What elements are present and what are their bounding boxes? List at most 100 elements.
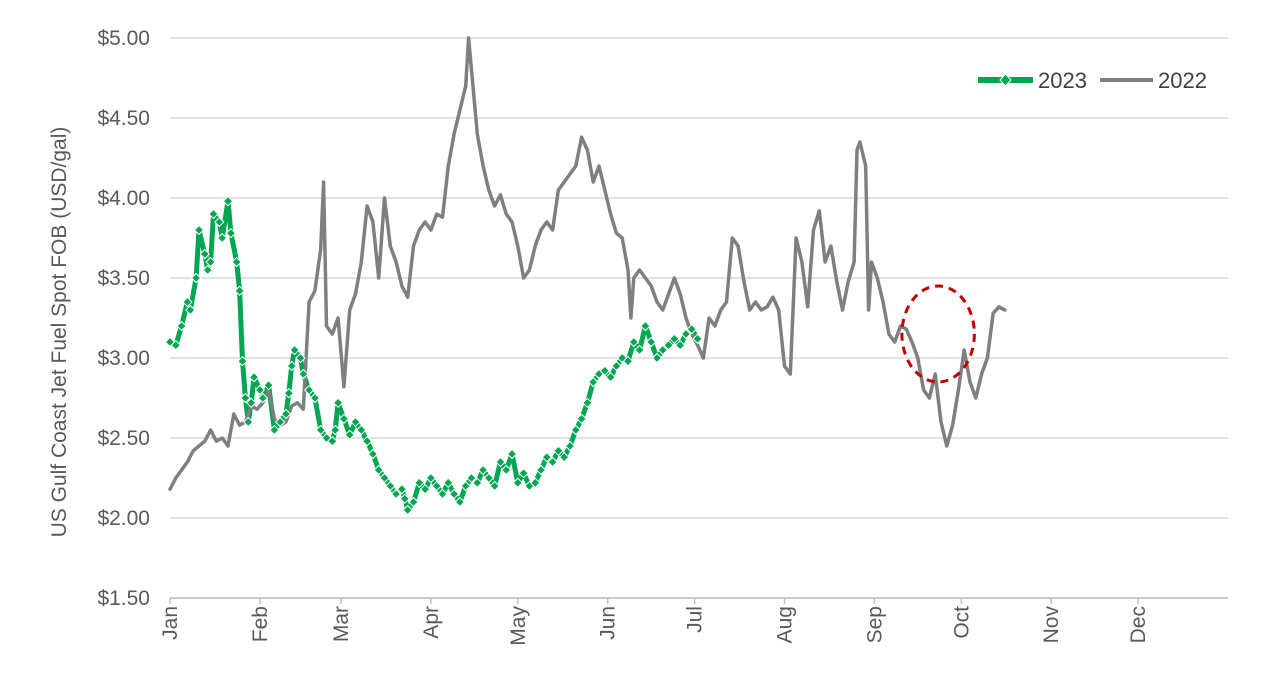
data-point-2023 bbox=[298, 368, 309, 380]
x-tick-label: Oct bbox=[950, 606, 973, 639]
series-line-2023 bbox=[167, 198, 701, 513]
data-point-2023 bbox=[419, 483, 431, 495]
data-point-2023 bbox=[396, 483, 408, 495]
data-point-2023 bbox=[530, 477, 541, 489]
data-point-2023 bbox=[170, 339, 182, 351]
data-point-2023 bbox=[214, 216, 225, 228]
data-point-2023 bbox=[483, 472, 495, 484]
data-point-2023 bbox=[225, 227, 237, 239]
data-point-2023 bbox=[680, 328, 692, 340]
legend-item-2023[interactable]: 2023 bbox=[978, 68, 1087, 93]
data-point-2023 bbox=[547, 456, 558, 468]
data-point-2023 bbox=[564, 440, 576, 452]
data-point-2023 bbox=[582, 397, 593, 409]
data-point-2023 bbox=[535, 464, 547, 476]
data-point-2023 bbox=[185, 304, 196, 316]
data-point-2023 bbox=[443, 477, 454, 489]
data-point-2023 bbox=[634, 344, 645, 356]
data-point-2023 bbox=[399, 493, 410, 505]
data-point-2023 bbox=[506, 448, 518, 460]
data-point-2023 bbox=[576, 413, 587, 425]
data-point-2023 bbox=[645, 336, 657, 348]
data-point-2023 bbox=[512, 477, 524, 489]
y-tick-label: $3.50 bbox=[97, 267, 150, 290]
data-point-2023 bbox=[587, 376, 599, 388]
data-point-2023 bbox=[663, 339, 674, 351]
data-point-2023 bbox=[257, 392, 268, 404]
data-point-2023 bbox=[199, 248, 210, 260]
data-point-2023 bbox=[193, 224, 205, 236]
highlight-circle-annotation bbox=[900, 284, 976, 384]
data-point-2023 bbox=[466, 472, 477, 484]
data-point-2023 bbox=[338, 413, 350, 425]
data-point-2023 bbox=[390, 488, 402, 500]
data-point-2023 bbox=[518, 467, 529, 479]
y-tick-label: $4.00 bbox=[97, 187, 150, 210]
data-point-2023 bbox=[495, 456, 506, 468]
data-point-2023 bbox=[332, 397, 344, 409]
data-point-2023 bbox=[414, 477, 425, 489]
series-markers bbox=[164, 195, 703, 516]
data-point-2023 bbox=[254, 384, 266, 396]
x-tick-label: Jan bbox=[159, 606, 182, 640]
legend-label-2022: 2022 bbox=[1158, 68, 1207, 93]
data-point-2023 bbox=[379, 472, 390, 484]
data-point-2023 bbox=[286, 360, 297, 372]
x-tick-label: Apr bbox=[420, 606, 443, 639]
data-point-2023 bbox=[216, 232, 228, 244]
data-point-2023 bbox=[202, 264, 213, 276]
data-point-2023 bbox=[280, 408, 292, 420]
data-point-2023 bbox=[248, 371, 260, 383]
data-point-2023 bbox=[437, 488, 448, 500]
data-point-2023 bbox=[477, 464, 489, 476]
data-point-2023 bbox=[237, 355, 248, 367]
data-point-2023 bbox=[692, 333, 703, 345]
x-tick-label: Jul bbox=[684, 606, 707, 633]
x-tick-label: Feb bbox=[249, 606, 272, 642]
legend-label-2023: 2023 bbox=[1038, 68, 1087, 93]
data-point-2023 bbox=[190, 272, 202, 284]
y-tick-label: $2.50 bbox=[97, 427, 150, 450]
data-point-2023 bbox=[182, 296, 193, 308]
y-tick-label: $4.50 bbox=[97, 107, 150, 130]
y-tick-label: $2.00 bbox=[97, 507, 150, 530]
data-point-2023 bbox=[651, 352, 663, 364]
data-point-2023 bbox=[570, 424, 582, 436]
data-point-2023 bbox=[489, 480, 500, 492]
data-point-2023 bbox=[356, 424, 367, 436]
data-point-2023 bbox=[205, 256, 216, 268]
legend-item-2022[interactable]: 2022 bbox=[1100, 68, 1207, 93]
data-point-2023 bbox=[373, 464, 384, 476]
data-point-2023 bbox=[231, 256, 242, 268]
data-point-2023 bbox=[327, 435, 338, 447]
data-point-2023 bbox=[431, 480, 442, 492]
data-point-2023 bbox=[367, 448, 379, 460]
legend: 2023 2022 bbox=[978, 68, 1207, 93]
data-point-2023 bbox=[240, 392, 251, 404]
data-point-2023 bbox=[448, 488, 460, 500]
axes: $1.50 $2.00 $2.50 $3.00 $3.50 $4.00 $4.50 $5.00… bbox=[97, 27, 1228, 646]
data-point-2023 bbox=[628, 336, 639, 348]
data-point-2023 bbox=[657, 344, 668, 356]
data-point-2023 bbox=[402, 504, 413, 516]
data-point-2023 bbox=[460, 480, 471, 492]
data-point-2023 bbox=[669, 333, 680, 345]
x-tick-label: Dec bbox=[1127, 606, 1150, 643]
y-tick-label: $1.50 bbox=[97, 587, 150, 610]
data-point-2023 bbox=[605, 371, 616, 383]
data-point-2023 bbox=[269, 424, 280, 436]
data-point-2023 bbox=[361, 435, 373, 447]
data-point-2023 bbox=[344, 429, 355, 441]
data-point-2023 bbox=[283, 387, 295, 399]
data-point-2023 bbox=[243, 416, 254, 428]
data-point-2023 bbox=[599, 365, 611, 377]
data-point-2023 bbox=[330, 424, 341, 436]
y-tick-label: $3.00 bbox=[97, 347, 150, 370]
gridlines bbox=[170, 37, 1228, 599]
data-point-2023 bbox=[472, 477, 483, 489]
x-tick-label: Sep bbox=[863, 606, 886, 643]
data-point-2023 bbox=[234, 285, 245, 297]
data-point-2023 bbox=[640, 320, 651, 332]
